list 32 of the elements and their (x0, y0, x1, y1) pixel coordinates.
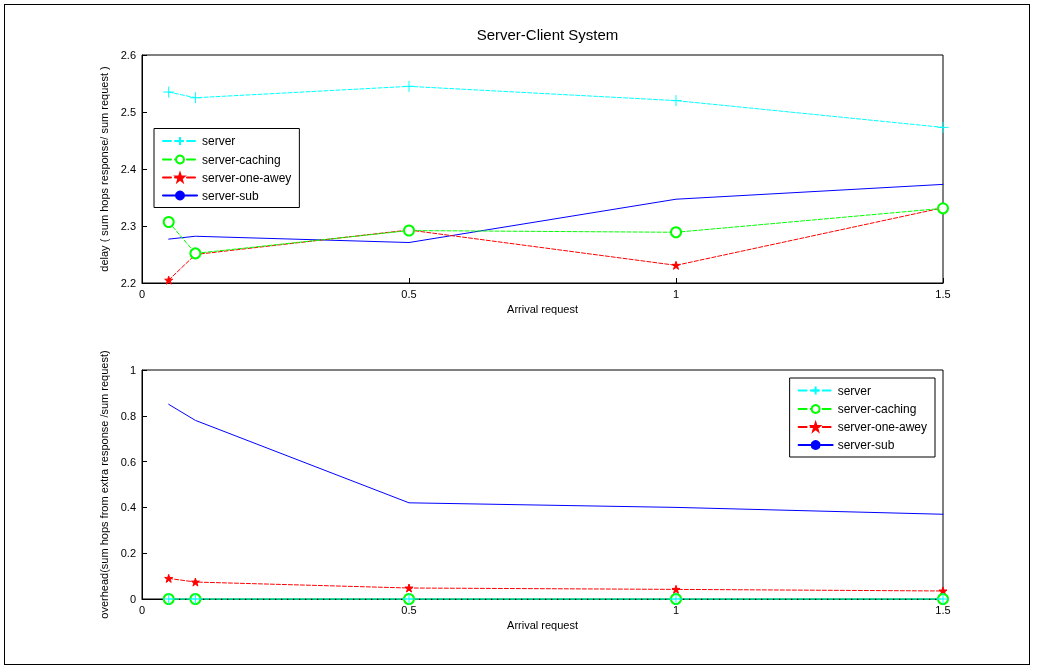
y-tick-label: 2.6 (120, 49, 136, 61)
legend-label: server-sub (202, 188, 260, 203)
y-tick-label: 2.2 (120, 277, 136, 289)
legend-label: server-caching (837, 402, 917, 416)
y-tick-label: 1 (129, 364, 136, 376)
chart-title: Server-Client System (476, 26, 619, 43)
x-tick-label: 0.5 (401, 287, 417, 300)
y-tick-label: 0 (129, 593, 136, 605)
x-tick-label: 0 (138, 287, 146, 300)
legend-label: server-caching (202, 152, 281, 167)
y-tick-label: 2.4 (120, 163, 136, 175)
legend-label: server-one-awey (837, 420, 928, 434)
y-tick-label: 0.2 (120, 547, 136, 560)
y-axis-title: overhead(sum hops from extra response /sum request) (98, 350, 111, 619)
legend-label: server (202, 134, 236, 148)
y-axis-title: delay ( sum hops response/ sum request ) (98, 66, 111, 272)
y-tick-label: 0.8 (120, 409, 136, 422)
x-tick-label: 1 (672, 287, 680, 300)
legend-label: server-one-awey (202, 170, 292, 185)
y-tick-label: 2.3 (120, 220, 136, 232)
x-axis-title: Arrival request (507, 303, 578, 316)
y-tick-label: 0.4 (120, 501, 136, 514)
x-tick-label: 1.5 (935, 603, 951, 616)
x-axis-title: Arrival request (507, 619, 578, 632)
legend-label: server-sub (837, 438, 895, 452)
legend-label: server (837, 383, 871, 398)
x-tick-label: 1.5 (935, 287, 951, 300)
x-tick-label: 1 (672, 603, 680, 616)
x-tick-label: 0 (138, 603, 146, 616)
y-tick-label: 2.5 (120, 106, 136, 118)
y-tick-label: 0.6 (120, 455, 136, 468)
x-tick-label: 0.5 (401, 603, 417, 616)
